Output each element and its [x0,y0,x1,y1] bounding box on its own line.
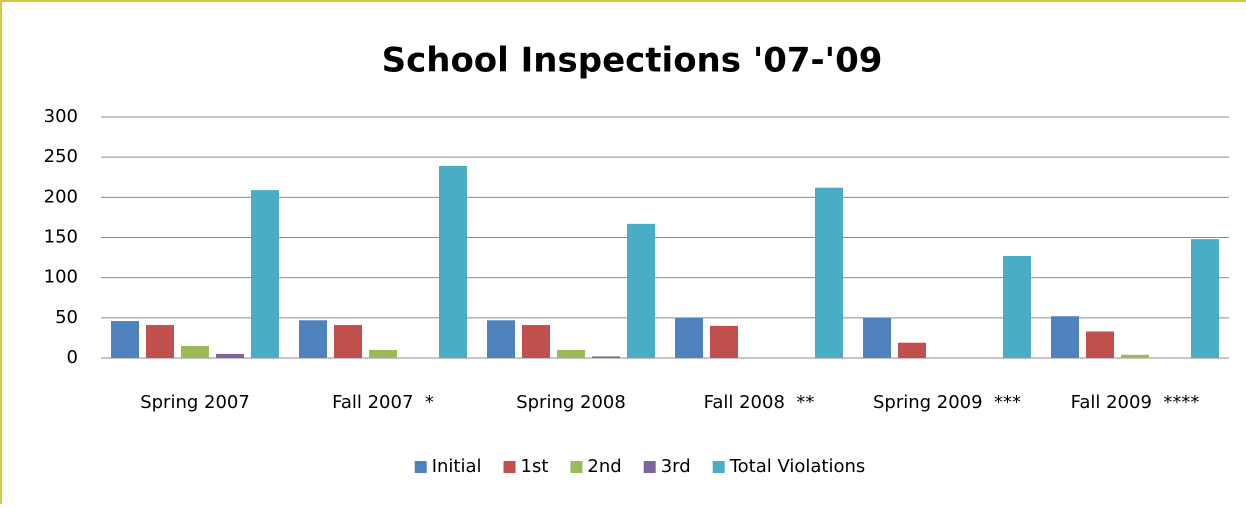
bar [1191,239,1219,358]
legend-swatch [503,461,516,473]
y-tick-label: 0 [67,347,78,368]
bar [815,187,843,358]
bar [111,321,139,358]
y-tick-label: 150 [44,227,78,248]
legend-label: 2nd [587,456,621,477]
bar [627,223,655,358]
x-tick-label: Fall 2008 ** [704,392,815,413]
legend-label: 1st [521,456,549,477]
chart-title: School Inspections '07-'09 [382,41,883,81]
bar [592,356,620,358]
bar [299,320,327,358]
bar [675,317,703,358]
legend-label: 3rd [661,456,691,477]
y-tick-label: 250 [44,146,78,167]
legend: Initial 1st 2nd 3rd Total Violations [414,456,866,477]
legend-swatch [570,461,583,473]
bar [1051,316,1079,358]
legend-swatch [414,461,427,473]
bar [1086,331,1114,358]
y-tick-label: 200 [44,186,78,207]
bar [522,325,550,358]
legend-swatch [643,461,656,473]
bar [1121,354,1149,358]
legend-label: Initial [432,456,482,477]
bar [863,317,891,358]
legend-label: Total Violations [729,456,866,477]
bar [898,342,926,358]
y-tick-label: 50 [55,307,78,328]
x-tick-label: Spring 2009 *** [873,392,1021,413]
x-tick-label: Fall 2009 **** [1071,392,1200,413]
bar [557,349,585,358]
bar [146,325,174,358]
bar [1003,255,1031,358]
bar [216,353,244,358]
bar [251,190,279,358]
bar [181,345,209,358]
y-tick-label: 300 [44,106,78,127]
bar [439,166,467,358]
bar [487,320,515,358]
y-tick-label: 100 [44,267,78,288]
bar [334,325,362,358]
x-tick-label: Spring 2008 [516,392,626,413]
x-tick-label: Spring 2007 [140,392,250,413]
bar [710,325,738,358]
x-tick-label: Fall 2007 * [332,392,434,413]
bar [369,349,397,358]
legend-swatch [712,461,725,473]
